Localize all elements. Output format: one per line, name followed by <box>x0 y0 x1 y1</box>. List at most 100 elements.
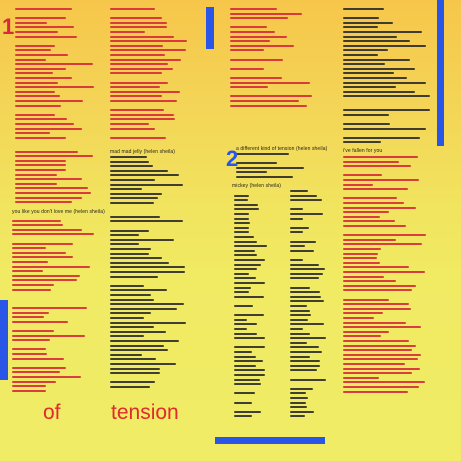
lyric-line <box>290 369 317 372</box>
lyric-line <box>290 263 319 266</box>
lyric-line <box>15 127 82 130</box>
lyric-line <box>15 187 88 190</box>
lyric-line <box>290 300 324 303</box>
lyric-line <box>12 311 49 314</box>
lyric-line <box>110 340 179 342</box>
lyric-line <box>343 188 408 191</box>
lyric-line <box>343 183 373 186</box>
lyric-line <box>343 211 389 214</box>
lyric-line <box>110 381 155 384</box>
lyric-line <box>12 316 44 319</box>
lyric-line <box>290 249 314 252</box>
lyric-line <box>290 360 320 363</box>
lyric-line <box>343 280 396 283</box>
lyric-line <box>110 183 183 186</box>
lyric-line <box>15 169 66 171</box>
lyric-line <box>290 318 308 321</box>
lyric-line <box>110 54 165 56</box>
lyric-line <box>343 8 384 10</box>
lyric-line <box>343 353 421 356</box>
lyric-line <box>110 26 167 29</box>
lyric-line <box>230 81 310 84</box>
lyric-line <box>15 118 67 121</box>
lyric-line <box>15 155 93 158</box>
lyric-line <box>343 340 409 342</box>
lyric-line <box>343 31 422 33</box>
lyric-line <box>343 252 378 255</box>
lyric-line <box>110 266 185 269</box>
lyric-line <box>230 35 287 38</box>
lyric-line <box>110 257 162 260</box>
lyric-line <box>110 220 183 223</box>
lyric-line <box>12 357 64 360</box>
lyric-line <box>343 220 395 223</box>
lyric-line <box>110 330 166 333</box>
lyric-line <box>110 72 162 75</box>
lyric-line <box>234 213 249 215</box>
lyric-line <box>110 160 149 163</box>
lyric-line <box>343 271 425 273</box>
lyric-line <box>110 49 186 52</box>
lyric-line <box>343 261 380 264</box>
lyric-line <box>234 263 261 266</box>
lyric-line <box>12 385 46 388</box>
lyric-line <box>110 317 144 319</box>
lyric-line <box>343 95 430 98</box>
lyric-line <box>15 113 55 116</box>
lyric-line <box>236 171 267 174</box>
lyric-line <box>12 228 82 231</box>
lyric-line <box>15 201 72 204</box>
lyric-line <box>230 44 294 47</box>
lyric-line <box>343 266 409 269</box>
lyric-line <box>290 392 306 395</box>
lyric-line <box>110 275 158 278</box>
lyric-line <box>234 401 252 404</box>
lyric-line <box>110 358 156 361</box>
lyric-line <box>110 202 154 204</box>
lyric-line <box>234 369 265 372</box>
lyric-line <box>234 305 253 307</box>
lyric-line <box>12 274 80 277</box>
lyric-line <box>110 31 145 33</box>
lyric-line <box>110 363 176 365</box>
lyric-line <box>230 100 299 102</box>
lyric-line <box>12 334 85 337</box>
song-header-col1: you like you don't love me (helen sheila… <box>12 209 105 215</box>
lyric-line <box>110 229 149 232</box>
lyric-line <box>234 194 249 197</box>
lyric-line <box>290 194 317 197</box>
lyric-line <box>15 164 66 167</box>
lyric-line <box>230 104 307 107</box>
lyric-line <box>236 153 289 155</box>
lyric-line <box>290 272 323 275</box>
lyric-line <box>343 156 418 158</box>
lyric-line <box>343 372 412 375</box>
lyric-line <box>234 286 251 289</box>
lyric-line <box>15 86 94 89</box>
lyric-line <box>234 410 261 413</box>
lyric-line <box>234 254 257 257</box>
lyric-line <box>12 242 73 245</box>
lyric-line <box>343 44 426 47</box>
lyric-line <box>234 383 261 386</box>
lyric-line <box>110 303 184 306</box>
lyric-line <box>234 245 267 248</box>
lyric-line <box>230 31 275 33</box>
lyric-line <box>110 289 167 292</box>
lyric-line <box>343 127 426 130</box>
lyric-line <box>12 380 56 383</box>
lyric-line <box>343 275 384 278</box>
lyric-line <box>15 196 82 199</box>
lyric-line <box>290 341 307 344</box>
lyric-line <box>15 49 51 52</box>
lyric-line <box>12 353 47 355</box>
lyric-line <box>234 318 247 321</box>
lyric-line <box>343 386 419 388</box>
lyric-line <box>110 261 169 264</box>
lyric-line <box>12 247 46 250</box>
lyric-line <box>110 67 173 70</box>
lyric-line <box>343 225 406 227</box>
lyric-line <box>110 252 149 255</box>
lyric-line <box>110 234 139 237</box>
lyric-line <box>230 86 268 89</box>
